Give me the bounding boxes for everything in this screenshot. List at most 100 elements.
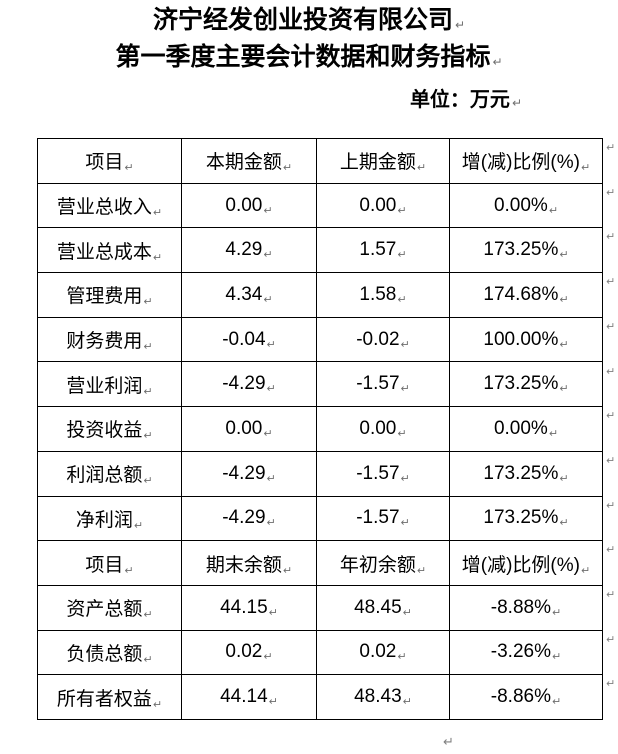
return-mark-icon: ↵: [143, 474, 153, 488]
table-cell: -8.86%↵: [449, 674, 603, 720]
return-mark-icon: ↵: [143, 429, 153, 443]
return-mark-icon: ↵: [551, 695, 562, 709]
table-cell: 44.15↵: [181, 584, 317, 631]
table-header-row: 项目↵ 期末余额↵ 年初余额↵ 增(减)比例(%)↵: [37, 540, 603, 586]
cell-text: 44.14: [220, 686, 268, 708]
cell-text: 0.02: [359, 641, 397, 663]
table-cell: 0.02↵: [181, 629, 317, 676]
table-cell: 4.34↵: [181, 272, 317, 318]
return-mark-icon: ↵: [559, 248, 569, 262]
table-cell: -1.57↵: [316, 495, 450, 542]
cell-text: 项目: [85, 554, 124, 576]
cell-text: 0.00%: [493, 194, 548, 216]
return-mark-icon: ↵: [143, 608, 153, 622]
return-mark-icon: ↵: [124, 563, 134, 577]
table-row: 资产总额↵ 44.15↵ 48.45↵ -8.88%↵: [37, 584, 603, 631]
return-mark-icon: ↵: [559, 292, 569, 306]
table-cell: 44.14↵: [181, 674, 317, 720]
return-mark-icon: ↵: [266, 516, 276, 530]
table-header-cell: 年初余额↵: [316, 540, 450, 586]
cell-text: 上期金额: [339, 152, 416, 174]
table-cell: 管理费用↵: [37, 272, 182, 318]
return-mark-icon: ↵: [268, 605, 278, 619]
document-title-line2: 第一季度主要会计数据和财务指标 ↵: [0, 42, 618, 77]
row-end-return-mark-icon: ↵: [606, 498, 616, 512]
row-end-return-mark-icon: ↵: [606, 230, 616, 244]
table-cell: 0.02↵: [316, 629, 450, 676]
return-mark-icon: ↵: [492, 55, 503, 69]
row-end-return-mark-icon: ↵: [606, 409, 616, 423]
table-cell: 4.29↵: [181, 227, 317, 274]
return-mark-icon: ↵: [143, 384, 153, 398]
return-mark-icon: ↵: [400, 471, 410, 485]
return-mark-icon: ↵: [282, 161, 293, 175]
table-cell: 173.25%↵: [449, 450, 603, 497]
cell-text: -1.57: [356, 373, 400, 395]
cell-text: -4.29: [222, 373, 266, 395]
cell-text: 年初余额: [339, 554, 416, 576]
cell-text: 0.02: [225, 641, 263, 663]
table-cell: 173.25%↵: [449, 495, 603, 542]
table-cell: -1.57↵: [316, 361, 450, 408]
row-end-return-mark-icon: ↵: [606, 543, 616, 557]
row-end-return-mark-icon: ↵: [606, 453, 616, 467]
table-cell: 0.00%↵: [449, 406, 603, 452]
cell-text: 44.15: [220, 596, 268, 618]
return-mark-icon: ↵: [443, 735, 454, 750]
row-end-return-mark-icon: ↵: [606, 141, 616, 154]
return-mark-icon: ↵: [397, 248, 407, 262]
cell-text: 管理费用: [66, 286, 143, 308]
return-mark-icon: ↵: [397, 650, 407, 664]
return-mark-icon: ↵: [263, 426, 273, 440]
table-cell: -0.04↵: [181, 316, 317, 363]
table-cell: 营业总收入↵: [37, 182, 182, 229]
return-mark-icon: ↵: [143, 340, 153, 354]
document-title-line1-text: 济宁经发创业投资有限公司: [152, 7, 453, 34]
table-cell: -4.29↵: [181, 361, 317, 408]
return-mark-icon: ↵: [402, 695, 412, 709]
row-end-return-mark-icon: ↵: [606, 588, 616, 601]
cell-text: 48.45: [354, 596, 402, 618]
cell-text: 1.58: [359, 283, 397, 305]
table-cell: -3.26%↵: [449, 629, 603, 676]
return-mark-icon: ↵: [152, 250, 163, 264]
cell-text: 100.00%: [483, 328, 559, 350]
return-mark-icon: ↵: [580, 563, 591, 577]
row-end-return-mark-icon: ↵: [606, 677, 616, 691]
return-mark-icon: ↵: [580, 161, 591, 175]
return-mark-icon: ↵: [143, 295, 153, 309]
table-row: 负债总额↵ 0.02↵ 0.02↵ -3.26%↵: [37, 629, 603, 676]
table-cell: 资产总额↵: [37, 584, 182, 631]
return-mark-icon: ↵: [133, 518, 144, 532]
table-cell: 1.57↵: [316, 227, 450, 274]
row-end-return-mark-icon: ↵: [606, 632, 616, 646]
return-mark-icon: ↵: [282, 563, 293, 577]
table-cell: 营业总成本↵: [37, 227, 182, 274]
cell-text: 4.29: [225, 239, 263, 261]
return-mark-icon: ↵: [454, 18, 466, 32]
cell-text: 负债总额: [66, 643, 143, 665]
return-mark-icon: ↵: [559, 471, 569, 485]
return-mark-icon: ↵: [397, 292, 407, 306]
cell-text: 营业总成本: [56, 241, 152, 263]
table-cell: -0.02↵: [316, 316, 450, 363]
financial-table: 项目↵ 本期金额↵ 上期金额↵ 增(减)比例(%)↵ 营业总收入↵ 0.00↵ 0.00↵ 0…: [37, 138, 603, 720]
unit-label-text: 单位：万元: [409, 89, 510, 111]
return-mark-icon: ↵: [263, 292, 273, 306]
return-mark-icon: ↵: [400, 382, 410, 396]
cell-text: 资产总额: [66, 599, 143, 621]
table-row: 营业总成本↵ 4.29↵ 1.57↵ 173.25%↵: [37, 227, 603, 274]
table-cell: 负债总额↵: [37, 629, 182, 676]
cell-text: 4.34: [225, 283, 263, 305]
cell-text: 48.43: [354, 686, 402, 708]
cell-text: 财务费用: [66, 331, 143, 353]
document-title-line1: 济宁经发创业投资有限公司 ↵: [0, 5, 618, 40]
table-row: 财务费用↵ -0.04↵ -0.02↵ 100.00%↵: [37, 316, 603, 363]
return-mark-icon: ↵: [124, 161, 134, 175]
table-header-cell: 上期金额↵: [316, 138, 450, 184]
cell-text: -1.57: [356, 462, 400, 484]
table-cell: 173.25%↵: [449, 361, 603, 408]
cell-text: 增(减)比例(%): [461, 152, 580, 174]
table-cell: 0.00↵: [181, 406, 317, 452]
